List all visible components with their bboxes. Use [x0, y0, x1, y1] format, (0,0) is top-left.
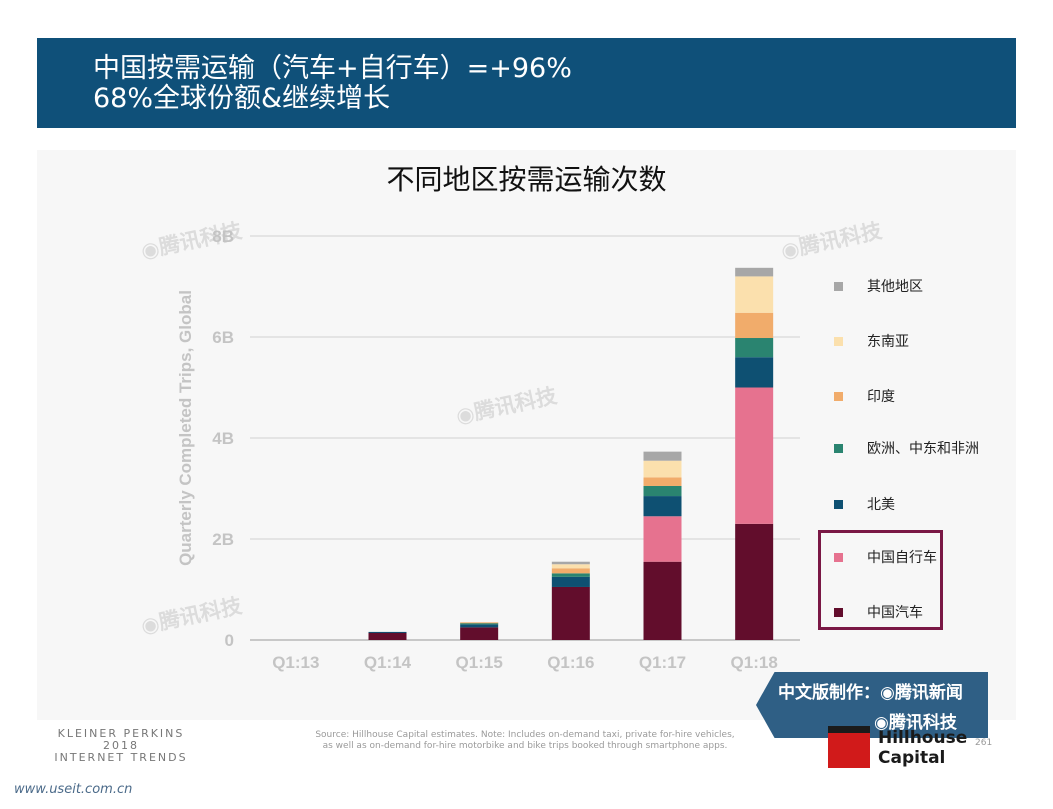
legend-label: 中国汽车	[867, 605, 923, 621]
legend-swatch	[834, 607, 843, 617]
x-tick-label: Q1:16	[547, 653, 594, 672]
china-highlight-box	[818, 530, 943, 630]
bar-segment	[551, 573, 590, 577]
page-title-line2: 68%全球份额&继续增长	[93, 83, 391, 114]
bar-segment	[551, 564, 590, 569]
bar-segment	[551, 568, 590, 574]
bar-segment	[643, 477, 682, 486]
chart-title: 不同地区按需运输次数	[386, 163, 667, 196]
bar-segment	[643, 561, 682, 640]
bar-segment	[735, 357, 774, 388]
legend-label: 其他地区	[867, 279, 923, 295]
legend-swatch	[834, 552, 843, 562]
bar-segment	[368, 631, 407, 633]
y-axis-label: Quarterly Completed Trips, Global	[176, 290, 195, 566]
bar-segment	[460, 627, 499, 640]
bar-segment	[735, 312, 774, 339]
page-title-line1: 中国按需运输（汽车+自行车）=+96%	[93, 53, 572, 84]
legend-item: 东南亚	[834, 331, 909, 351]
hillhouse-line1: Hillhouse	[878, 728, 968, 748]
legend-label: 中国自行车	[867, 550, 937, 566]
legend-label: 东南亚	[867, 334, 909, 350]
bar-segment	[735, 267, 774, 277]
brand-line3: INTERNET TRENDS	[54, 751, 188, 764]
bar-segment	[643, 460, 682, 478]
legend-swatch	[834, 336, 843, 346]
hillhouse-logo	[828, 726, 870, 768]
bar-segment	[735, 276, 774, 313]
legend-item: 中国自行车	[834, 547, 937, 567]
y-tick-label: 6B	[212, 328, 234, 347]
x-tick-label: Q1:15	[456, 653, 503, 672]
page-number: 261	[975, 738, 993, 748]
bar-segment	[551, 576, 590, 587]
credit-banner	[756, 672, 988, 738]
legend-item: 印度	[834, 386, 895, 406]
y-tick-label: 4B	[212, 429, 234, 448]
y-tick-label: 0	[225, 631, 234, 650]
legend-item: 欧洲、中东和非洲	[834, 438, 979, 458]
legend-swatch	[834, 391, 843, 401]
bar-segment	[551, 561, 590, 565]
kp-brand: KLEINER PERKINS 2018 INTERNET TRENDS	[46, 728, 196, 764]
x-tick-label: Q1:18	[731, 653, 778, 672]
legend-swatch	[834, 499, 843, 509]
source-line2: as well as on-demand for-hire motorbike …	[322, 741, 728, 751]
bar-segment	[735, 523, 774, 640]
gridlines	[250, 235, 800, 641]
legend-swatch	[834, 443, 843, 453]
title-banner: 中国按需运输（汽车+自行车）=+96% 68%全球份额&继续增长	[37, 38, 1016, 128]
legend-item: 北美	[834, 494, 895, 514]
bar-segment	[551, 586, 590, 640]
bars	[368, 267, 774, 640]
legend-label: 印度	[867, 389, 895, 405]
y-tick-label: 8B	[212, 227, 234, 246]
bar-segment	[460, 622, 499, 625]
bar-segment	[735, 338, 774, 358]
legend-label: 欧洲、中东和非洲	[867, 441, 979, 457]
axis-ticks: 0 2B 4B 6B 8B Q1:13 Q1:14 Q1:15 Q1:16 Q1:17 Q1:18	[212, 227, 778, 672]
x-tick-label: Q1:13	[272, 653, 319, 672]
y-tick-label: 2B	[212, 530, 234, 549]
bar-segment	[643, 451, 682, 461]
chart-panel	[37, 150, 1016, 720]
brand-line1: KLEINER PERKINS	[57, 727, 185, 740]
x-tick-label: Q1:14	[364, 653, 412, 672]
legend-label: 北美	[867, 497, 895, 513]
bar-segment	[643, 496, 682, 517]
bar-segment	[643, 516, 682, 562]
credit-line2: ◉腾讯科技	[874, 713, 957, 733]
bar-segment	[460, 622, 499, 624]
source-line1: Source: Hillhouse Capital estimates. Not…	[315, 730, 735, 740]
brand-line2: 2018	[103, 739, 139, 752]
bar-segment	[460, 624, 499, 628]
source-note: Source: Hillhouse Capital estimates. Not…	[310, 730, 740, 752]
legend-item: 中国汽车	[834, 602, 923, 622]
site-watermark: www.useit.com.cn	[14, 782, 133, 797]
hillhouse-line2: Capital	[878, 748, 946, 768]
legend-item: 其他地区	[834, 276, 923, 296]
credit-line1: 中文版制作：◉腾讯新闻	[778, 683, 963, 703]
bar-segment	[643, 485, 682, 497]
legend-swatch	[834, 281, 843, 291]
bar-segment	[735, 387, 774, 524]
bar-segment	[368, 632, 407, 640]
x-tick-label: Q1:17	[639, 653, 686, 672]
